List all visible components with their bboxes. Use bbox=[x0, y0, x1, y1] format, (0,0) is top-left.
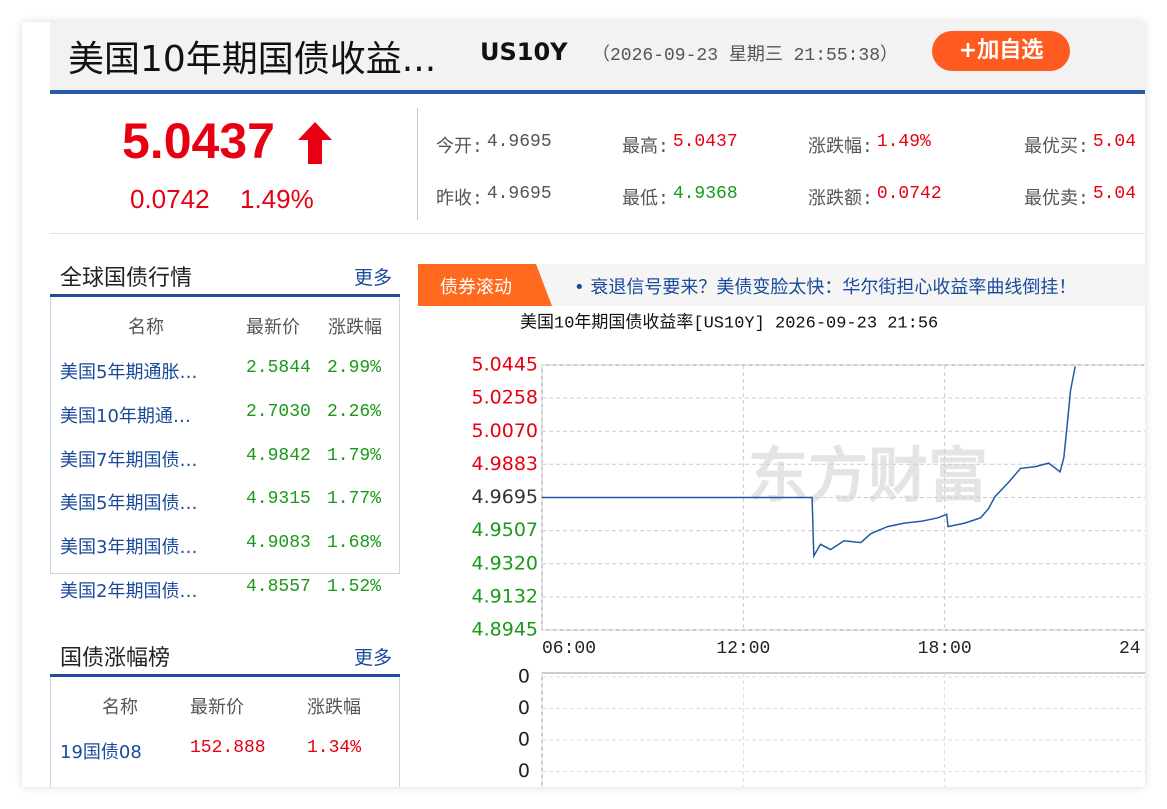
cell-value: 2.26% bbox=[327, 401, 382, 422]
stat-label: 最优卖: bbox=[1024, 190, 1089, 210]
header-rule bbox=[50, 90, 1145, 94]
column-header: 名称 bbox=[102, 697, 138, 718]
more-link[interactable]: 更多 bbox=[354, 267, 393, 289]
stat-label: 最优买: bbox=[1024, 138, 1089, 158]
watermark: 东方财富 bbox=[748, 442, 988, 512]
y-tick-label: 4.9507 bbox=[472, 519, 538, 541]
stat-value: 4.9695 bbox=[486, 132, 552, 152]
volume-tick-label: 0 bbox=[518, 760, 530, 782]
column-header: 最新价 bbox=[190, 697, 244, 718]
x-tick-label: 12:00 bbox=[716, 639, 770, 659]
stat-label: 昨收: bbox=[436, 190, 483, 210]
table-box bbox=[50, 297, 400, 574]
cell-value: 1.34% bbox=[307, 738, 362, 758]
stat-label: 最低: bbox=[622, 190, 669, 210]
volume-tick-label: 0 bbox=[518, 729, 530, 751]
column-header: 涨跌幅 bbox=[328, 317, 382, 338]
chart-title: 美国10年期国债收益率[US10Y] 2026-09-23 21:56 bbox=[520, 312, 938, 333]
stat-value: 5.0437 bbox=[672, 132, 738, 152]
section-rule bbox=[50, 674, 400, 677]
code: US10Y bbox=[480, 38, 568, 66]
y-tick-label: 4.9695 bbox=[472, 486, 538, 508]
y-tick-label: 5.0445 bbox=[472, 354, 538, 376]
cell-value: 2.99% bbox=[327, 358, 382, 378]
bond-name[interactable]: 美国5年期国债… bbox=[60, 493, 198, 515]
stat-value: 1.49% bbox=[876, 132, 931, 152]
y-tick-label: 4.9320 bbox=[472, 552, 538, 574]
change: 0.0742 bbox=[130, 184, 210, 214]
volume-tick-label: 0 bbox=[518, 666, 530, 688]
stat-label: 涨跌幅: bbox=[808, 138, 873, 158]
section-title: 全球国债行情 bbox=[60, 266, 193, 291]
stat-value: 5.04 bbox=[1092, 184, 1137, 204]
column-header: 名称 bbox=[128, 317, 164, 338]
chart: 美国10年期国债收益率[US10Y] 2026-09-23 21:56 东方财富… bbox=[472, 312, 1145, 787]
change-pct: 1.49% bbox=[240, 184, 314, 214]
bond-name[interactable]: 美国2年期国债… bbox=[60, 581, 198, 602]
more-link[interactable]: 更多 bbox=[354, 647, 393, 669]
bond-name[interactable]: 19国债08 bbox=[60, 742, 142, 763]
ticker-label: 债券滚动 bbox=[440, 277, 512, 298]
stat-value: 5.04 bbox=[1092, 132, 1137, 152]
section-rule bbox=[50, 294, 400, 297]
y-tick-label: 4.8945 bbox=[472, 619, 538, 641]
y-tick-label: 4.9883 bbox=[472, 453, 538, 475]
ticker-tag-bg bbox=[418, 264, 552, 306]
table-box bbox=[50, 677, 400, 787]
stat-label: 最高: bbox=[622, 138, 669, 158]
volume-tick-label: 0 bbox=[518, 697, 530, 719]
bond-name[interactable]: 美国10年期通… bbox=[60, 405, 191, 427]
cell-value: 1.52% bbox=[327, 577, 382, 597]
datetime: （2026-09-23 星期三 21:55:38） bbox=[592, 46, 899, 66]
cell-value: 4.9842 bbox=[246, 445, 311, 466]
divider bbox=[50, 233, 1145, 234]
y-tick-label: 4.9132 bbox=[472, 585, 538, 607]
ticker-text[interactable]: • 衰退信号要来？美债变脸太快：华尔街担心收益率曲线倒挂！ bbox=[574, 277, 1077, 298]
cell-value: 4.9083 bbox=[246, 533, 311, 554]
stat-label: 今开: bbox=[436, 138, 483, 158]
cell-value: 1.79% bbox=[327, 445, 382, 466]
cell-value: 1.68% bbox=[327, 533, 382, 554]
x-tick-label: 18:00 bbox=[918, 639, 972, 659]
column-header: 最新价 bbox=[246, 317, 300, 338]
stat-value: 0.0742 bbox=[876, 184, 942, 204]
up-arrow bbox=[298, 122, 332, 164]
bond-name[interactable]: 美国7年期国债… bbox=[60, 449, 198, 471]
panel: 美国10年期国债收益... US10Y （2026-09-23 星期三 21:5… bbox=[22, 22, 1145, 787]
stat-value: 4.9695 bbox=[486, 184, 552, 204]
y-tick-label: 5.0258 bbox=[472, 387, 538, 409]
bond-name[interactable]: 美国3年期国债… bbox=[60, 537, 198, 559]
column-header: 涨跌幅 bbox=[307, 697, 361, 718]
price: 5.0437 bbox=[122, 113, 275, 169]
price-line bbox=[542, 366, 1076, 559]
x-tick-label: 06:00 bbox=[542, 639, 596, 659]
volume-frame bbox=[541, 672, 1145, 787]
x-tick-label: 24:00 bbox=[1119, 639, 1145, 659]
add-watchlist-button[interactable]: +加自选 bbox=[932, 31, 1070, 71]
cell-value: 2.7030 bbox=[246, 401, 311, 422]
section-title: 国债涨幅榜 bbox=[60, 646, 171, 671]
cell-value: 4.8557 bbox=[246, 577, 311, 597]
stat-value: 4.9368 bbox=[672, 184, 738, 204]
cell-value: 152.888 bbox=[190, 738, 266, 758]
y-tick-label: 5.0070 bbox=[472, 420, 538, 442]
cell-value: 4.9315 bbox=[246, 489, 311, 510]
title: 美国10年期国债收益... bbox=[68, 39, 437, 80]
stat-label: 涨跌额: bbox=[808, 190, 873, 210]
divider bbox=[417, 108, 418, 220]
cell-value: 1.77% bbox=[327, 489, 382, 510]
bond-name[interactable]: 美国5年期通胀… bbox=[60, 362, 198, 383]
cell-value: 2.5844 bbox=[246, 358, 311, 378]
